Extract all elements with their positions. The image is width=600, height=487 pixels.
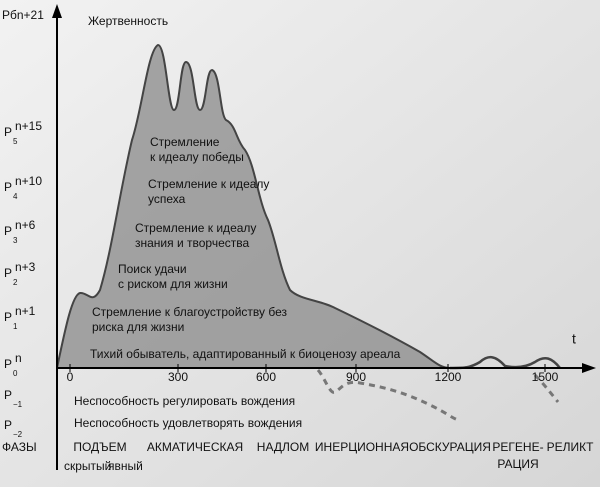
level-base: P	[4, 418, 12, 432]
below-zero-label: Неспособность регулировать вождения	[74, 394, 295, 408]
phase-name: РЕЛИКТ	[547, 440, 594, 454]
phase-name: АКМАТИЧЕСКАЯ	[147, 440, 243, 454]
zone-label: с риском для жизни	[118, 277, 228, 291]
x-tick-label: 1200	[435, 370, 462, 384]
level-base: P	[4, 180, 12, 194]
dashed-curve	[316, 369, 560, 422]
phases-title: ФАЗЫ	[2, 440, 37, 454]
sub-phase: явный	[108, 459, 143, 473]
level-base: P	[4, 388, 12, 402]
level-sup: n+3	[15, 260, 36, 274]
level-base: P	[4, 224, 12, 238]
level-base: P	[4, 310, 12, 324]
tail-curve	[449, 356, 561, 370]
level-sub: 5	[13, 137, 18, 146]
zone-label: Стремление к благоустройству без	[92, 305, 288, 319]
zone-label: Стремление к идеалу	[135, 221, 256, 235]
passionarity-curve	[56, 43, 451, 369]
top-annotation: Жертвенность	[88, 14, 168, 28]
zone-label: Поиск удачи	[118, 262, 187, 276]
x-tick-label: 300	[168, 370, 188, 384]
x-tick-label: 0	[67, 370, 74, 384]
top-level-label: Рбn+21	[2, 8, 44, 22]
x-tick-label: 1500	[532, 370, 559, 384]
sub-phase: скрытый	[64, 459, 111, 473]
zone-label: успеха	[148, 192, 186, 206]
x-axis-label: t	[572, 331, 576, 347]
below-zero-label: Неспособность удовлетворять вождения	[74, 416, 302, 430]
level-sub: 0	[13, 369, 18, 378]
y-arrow	[52, 4, 62, 18]
x-tick-label: 600	[256, 370, 276, 384]
x-arrow	[582, 363, 596, 373]
zone-label: знания и творчества	[135, 236, 249, 250]
level-sub: 3	[13, 236, 18, 245]
level-base: P	[4, 357, 12, 371]
level-sub: 2	[13, 278, 18, 287]
phase-name: ИНЕРЦИОННАЯ	[315, 440, 409, 454]
level-sub: −1	[13, 400, 23, 409]
level-sub: 4	[13, 192, 18, 201]
level-sup: n+10	[15, 174, 42, 188]
phase-name: РАЦИЯ	[497, 457, 538, 471]
level-base: P	[4, 125, 12, 139]
level-sub: 1	[13, 322, 18, 331]
level-sup: n+15	[15, 119, 42, 133]
zone-label: к идеалу победы	[150, 150, 244, 164]
level-sup: n+6	[15, 218, 36, 232]
phase-name: РЕГЕНЕ-	[492, 440, 543, 454]
phase-name: ОБСКУРАЦИЯ	[409, 440, 491, 454]
x-tick-label: 900	[346, 370, 366, 384]
level-sup: n	[15, 351, 22, 365]
zone-label: риска для жизни	[92, 320, 184, 334]
zone-label: Стремление к идеалу	[148, 177, 269, 191]
zone-label: Стремление	[150, 135, 220, 149]
level-base: P	[4, 266, 12, 280]
zone-label: Тихий обыватель, адаптированный к биоцен…	[90, 347, 401, 361]
level-sub: −2	[13, 430, 23, 439]
phase-name: НАДЛОМ	[257, 440, 309, 454]
level-sup: n+1	[15, 304, 36, 318]
phase-name: ПОДЪЕМ	[73, 440, 126, 454]
